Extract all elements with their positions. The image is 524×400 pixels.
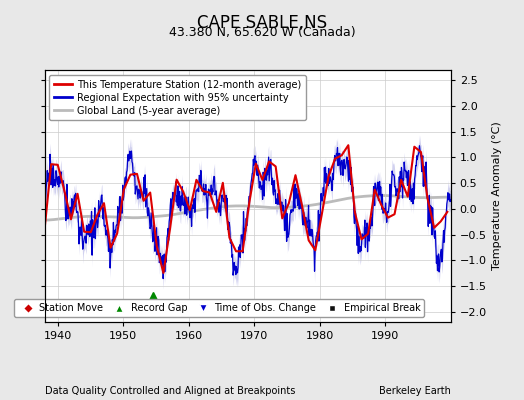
Text: 43.380 N, 65.620 W (Canada): 43.380 N, 65.620 W (Canada): [169, 26, 355, 39]
Legend: Station Move, Record Gap, Time of Obs. Change, Empirical Break: Station Move, Record Gap, Time of Obs. C…: [14, 299, 424, 317]
Text: Berkeley Earth: Berkeley Earth: [379, 386, 451, 396]
Y-axis label: Temperature Anomaly (°C): Temperature Anomaly (°C): [493, 122, 503, 270]
Text: CAPE SABLE,NS: CAPE SABLE,NS: [197, 14, 327, 32]
Text: Data Quality Controlled and Aligned at Breakpoints: Data Quality Controlled and Aligned at B…: [45, 386, 295, 396]
